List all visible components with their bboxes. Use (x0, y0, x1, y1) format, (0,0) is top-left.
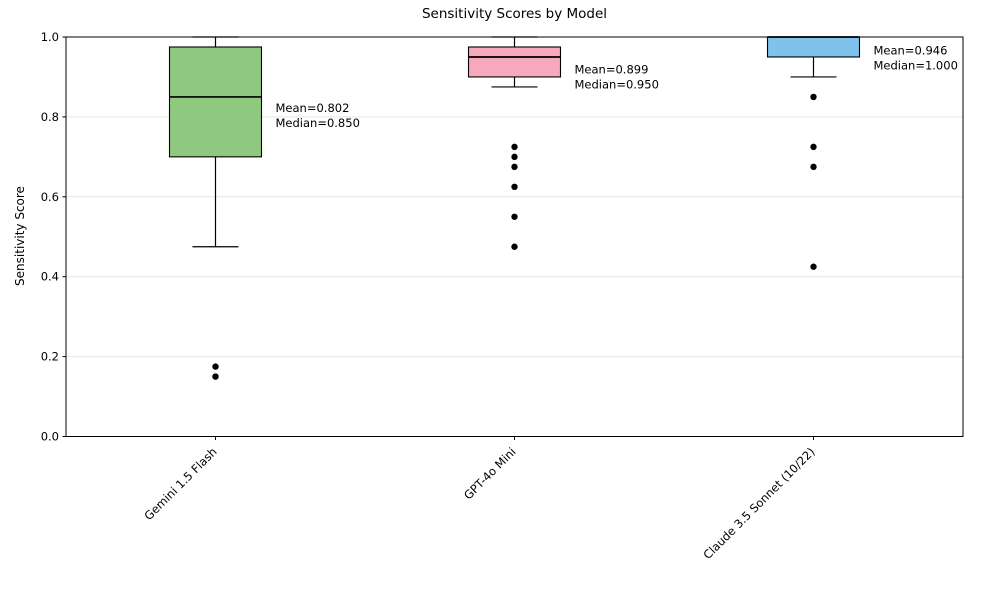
outlier-dot-gpt-4o-mini (511, 243, 518, 250)
outlier-dot-gemini-1-5-flash (212, 373, 219, 380)
annotation-median-gpt-4o-mini: Median=0.950 (575, 77, 659, 91)
y-tick-label: 0.8 (41, 110, 59, 124)
annotation-mean-claude-3-5-sonnet-10-22: Mean=0.946 (874, 44, 948, 58)
y-tick-label: 1.0 (41, 30, 59, 44)
outlier-dot-gpt-4o-mini (511, 183, 518, 191)
outlier-dot-claude-3-5-sonnet-10-22 (810, 163, 817, 171)
y-axis-label: Sensitivity Score (13, 186, 27, 286)
annotation-mean-gemini-1-5-flash: Mean=0.802 (276, 101, 350, 115)
y-tick-label: 0.4 (41, 270, 59, 284)
box-gemini-1-5-flash (168, 46, 263, 158)
outlier-dot-claude-3-5-sonnet-10-22 (810, 263, 817, 270)
outlier-dot-gpt-4o-mini (511, 143, 518, 151)
outlier-dot-claude-3-5-sonnet-10-22 (810, 143, 817, 151)
annotation-mean-gpt-4o-mini: Mean=0.899 (575, 62, 649, 76)
outlier-dot-gpt-4o-mini (511, 153, 518, 161)
annotation-median-claude-3-5-sonnet-10-22: Median=1.000 (874, 59, 958, 73)
x-tick-label-gemini-1-5-flash: Gemini 1.5 Flash (141, 445, 219, 523)
y-tick-label: 0.2 (41, 350, 59, 364)
x-tick-label-gpt-4o-mini: GPT-4o Mini (461, 445, 519, 503)
annotation-median-gemini-1-5-flash: Median=0.850 (276, 116, 360, 130)
y-tick-label: 0.6 (41, 190, 59, 204)
chart-title: Sensitivity Scores by Model (421, 6, 608, 22)
x-tick-label-claude-3-5-sonnet-10-22: Claude 3.5 Sonnet (10/22) (700, 445, 817, 562)
box-claude-3-5-sonnet-10-22 (766, 36, 861, 58)
outlier-dot-gpt-4o-mini (511, 213, 518, 220)
outlier-dot-claude-3-5-sonnet-10-22 (810, 93, 817, 101)
y-tick-label: 0.0 (41, 430, 59, 444)
outlier-dot-gpt-4o-mini (511, 163, 518, 171)
box-gpt-4o-mini (467, 46, 562, 78)
outlier-dot-gemini-1-5-flash (212, 363, 219, 370)
